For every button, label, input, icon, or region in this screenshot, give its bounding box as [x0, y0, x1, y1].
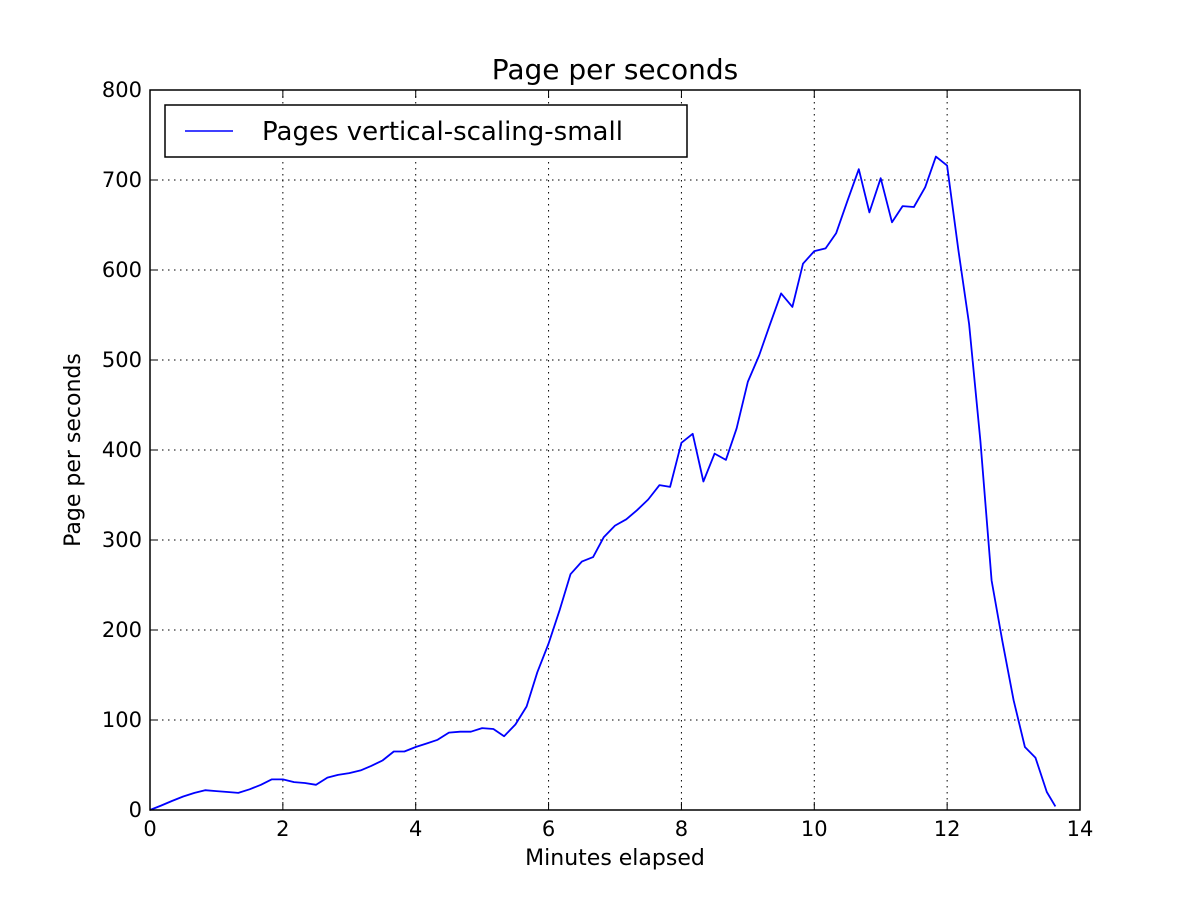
chart-title: Page per seconds: [492, 53, 739, 86]
y-tick-label: 600: [102, 258, 142, 282]
y-tick-label: 0: [129, 798, 142, 822]
series-lines: [149, 155, 1057, 811]
y-tick-label: 500: [102, 348, 142, 372]
y-tick-label: 800: [102, 78, 142, 102]
y-tick-label: 300: [102, 528, 142, 552]
x-tick-label: 2: [276, 817, 289, 841]
legend-label: Pages vertical-scaling-small: [262, 117, 623, 147]
y-tick-label: 400: [102, 438, 142, 462]
x-tick-labels: 0 2 4 6 8 10 12 14: [143, 817, 1093, 841]
legend-box: [164, 104, 688, 158]
y-tick-labels: 0 100 200 300 400 500 600 700 800: [102, 78, 142, 822]
x-tick-label: 12: [934, 817, 961, 841]
y-axis-label: Page per seconds: [61, 353, 86, 547]
x-tick-label: 0: [143, 817, 156, 841]
y-tick-label: 100: [102, 708, 142, 732]
y-tick-label: 200: [102, 618, 142, 642]
x-tick-label: 6: [542, 817, 555, 841]
x-tick-label: 4: [409, 817, 422, 841]
x-tick-label: 8: [675, 817, 688, 841]
y-tick-label: 700: [102, 168, 142, 192]
x-tick-label: 14: [1067, 817, 1094, 841]
x-axis-label: Minutes elapsed: [525, 846, 705, 871]
series-line: [149, 155, 1057, 811]
x-tick-label: 10: [801, 817, 828, 841]
axis-ticks: [149, 89, 1081, 811]
legend: Pages vertical-scaling-small: [164, 104, 688, 158]
